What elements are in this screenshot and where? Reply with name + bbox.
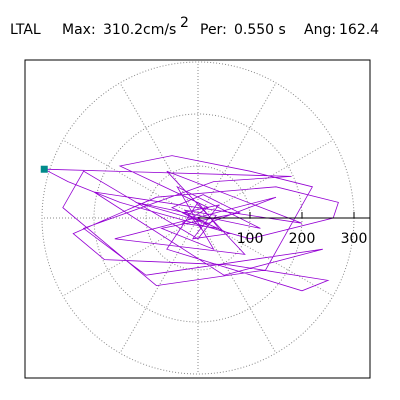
angle-value: 162.4 bbox=[339, 22, 379, 38]
trajectory bbox=[44, 155, 339, 292]
theta-grid-line bbox=[119, 82, 199, 219]
theta-grid-line bbox=[197, 139, 334, 219]
max-marker bbox=[40, 165, 48, 173]
max-label: Max: bbox=[62, 22, 96, 38]
theta-grid-line bbox=[197, 217, 334, 297]
period: 0.550 s bbox=[234, 22, 286, 38]
theta-grid-line bbox=[197, 82, 277, 219]
theta-grid-line bbox=[197, 217, 277, 354]
angle-label: Ang: bbox=[304, 22, 336, 38]
theta-grid-line bbox=[62, 139, 199, 219]
theta-grid-line bbox=[62, 217, 199, 297]
unit: cm/s bbox=[143, 22, 176, 38]
plot-frame bbox=[24, 59, 371, 379]
unit-power: 2 bbox=[180, 15, 189, 31]
max-value: 310.2 bbox=[103, 22, 143, 38]
station: LTAL bbox=[10, 22, 41, 38]
r-tick-label: 100 bbox=[237, 231, 264, 247]
period-label: Per: bbox=[200, 22, 227, 38]
r-tick-label: 300 bbox=[341, 231, 368, 247]
r-tick-label: 200 bbox=[289, 231, 316, 247]
